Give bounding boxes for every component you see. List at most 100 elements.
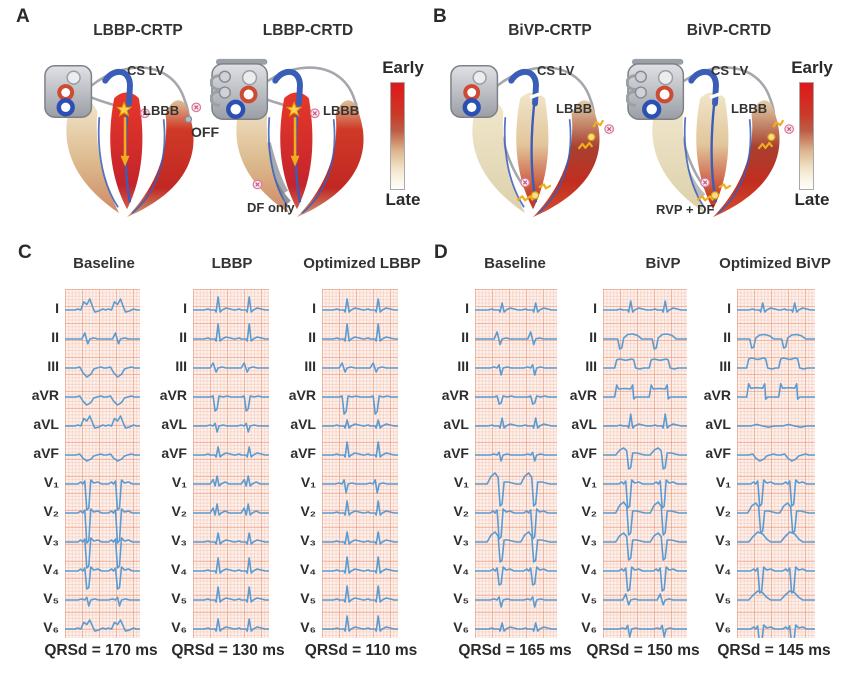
ecg-lead-trace [322, 419, 398, 429]
electrode-marker-icon [309, 108, 320, 119]
ecg-lead-trace [603, 384, 687, 400]
lead-label: V₃ [453, 532, 469, 548]
lead-label: V₆ [715, 619, 731, 635]
right-bundle [267, 117, 289, 208]
lead-label: I [727, 300, 731, 316]
lead-label: V₄ [299, 561, 316, 577]
lv-lateral-wall [127, 100, 194, 218]
ecg-lead-trace [322, 500, 398, 516]
lead-label: V₄ [42, 561, 59, 577]
ecg-lead-trace [193, 532, 269, 545]
lead-label: V₆ [171, 619, 187, 635]
excitation-wavefront-icon [718, 183, 732, 190]
ecg-strip [322, 289, 398, 638]
lead-label: V₅ [300, 590, 316, 606]
lead-label: aVL [571, 416, 597, 432]
lead-label: aVF [443, 445, 469, 461]
label-lbbb: LBBB [323, 103, 360, 118]
heart-diagram-slot-bivp-crtp [446, 46, 624, 228]
lead-label: V₅ [581, 590, 597, 606]
ecg-traces [737, 302, 815, 638]
pacing-star-icon [115, 101, 133, 117]
right-bundle [683, 117, 705, 208]
ecg-lead-trace [65, 415, 140, 429]
ecg-lead-trace [193, 557, 269, 574]
label-lbbb: LBBB [731, 101, 768, 116]
lead-label: V₄ [452, 561, 469, 577]
ecg-lead-trace [475, 364, 557, 376]
his-bundle [508, 69, 539, 107]
lead-label: V₂ [715, 503, 731, 519]
pacemaker-device-crtd [625, 58, 685, 120]
heart-title-bivp-crtp: BiVP-CRTP [508, 22, 592, 39]
ecg-lead-trace [603, 624, 687, 638]
lead-label: aVF [161, 445, 187, 461]
ecg-lead-trace [603, 300, 687, 313]
lead-label: V₃ [715, 532, 731, 548]
ecg-strip [603, 289, 687, 638]
ecg-strip [193, 289, 269, 638]
ecg-lead-trace [603, 333, 687, 350]
ecg-lead-trace [737, 453, 815, 462]
lead-label: aVF [33, 445, 59, 461]
lv-purkinje [301, 119, 336, 214]
qrsd-label: QRSd = 145 ms [717, 642, 831, 659]
lead-label: II [179, 329, 187, 345]
lead-label: aVR [159, 387, 187, 403]
lead-label: V₃ [43, 532, 59, 548]
lead-label: V₁ [453, 474, 469, 490]
excitation-wavefront-icon [592, 119, 605, 128]
lead-label: V₁ [715, 474, 731, 490]
ecg-lead-trace [737, 302, 815, 313]
lead-label: V₂ [581, 503, 597, 519]
electrode-marker-icon [700, 177, 711, 188]
ecg-traces [322, 298, 398, 632]
ecg-lead-trace [65, 366, 140, 378]
excitation-wavefront-icon [538, 183, 552, 190]
lead-label: V₅ [171, 590, 187, 606]
his-bundle [688, 69, 719, 107]
ecg-lead-trace [193, 323, 269, 342]
pacemaker-device-crtp [44, 65, 93, 118]
lead-label: V₃ [300, 532, 316, 548]
ecg-lead-trace [475, 472, 557, 507]
excitation-wavefront-icon [577, 141, 594, 150]
ecg-lead-trace [603, 532, 687, 561]
lead-label: I [183, 300, 187, 316]
ecg-lead-trace [475, 302, 557, 313]
lead-label: III [175, 358, 187, 374]
qrsd-label: QRSd = 150 ms [586, 642, 700, 659]
ecg-strip [475, 289, 557, 638]
column-title: BiVP [645, 255, 681, 272]
ecg-lead-trace [603, 593, 687, 606]
ecg-lead-trace [193, 586, 269, 603]
ecg-lead-trace [322, 395, 398, 415]
column-title: Baseline [484, 255, 546, 272]
panel-label-b: B [433, 6, 447, 27]
lead-label: V₄ [170, 561, 187, 577]
lead-label: I [312, 300, 316, 316]
lead-label: aVR [288, 387, 316, 403]
ecg-lead-trace [737, 333, 815, 349]
his-bundle [102, 69, 133, 107]
lv-lateral-wall [713, 100, 780, 218]
ecg-lead-trace [322, 441, 398, 458]
ecg-lead-trace [193, 446, 269, 458]
lead-label: aVL [705, 416, 731, 432]
lv-purkinje [131, 119, 166, 214]
ecg-lead-trace [322, 323, 398, 342]
lv-purkinje [717, 119, 752, 214]
ecg-lead-trace [475, 508, 557, 540]
ecg-lead-trace [475, 566, 557, 586]
ecg-lead-trace [193, 618, 269, 632]
lv-lateral-wall [533, 100, 600, 218]
lead-label: V₄ [580, 561, 597, 577]
rv-pacing-dot [710, 191, 720, 200]
lead-label: V₂ [300, 503, 316, 519]
ecg-lead-trace [737, 531, 815, 543]
lead-label: aVR [441, 387, 469, 403]
ecg-lead-trace [475, 417, 557, 429]
lead-label: II [51, 329, 59, 345]
ecg-lead-trace [193, 395, 269, 412]
lead-label: III [457, 358, 469, 374]
